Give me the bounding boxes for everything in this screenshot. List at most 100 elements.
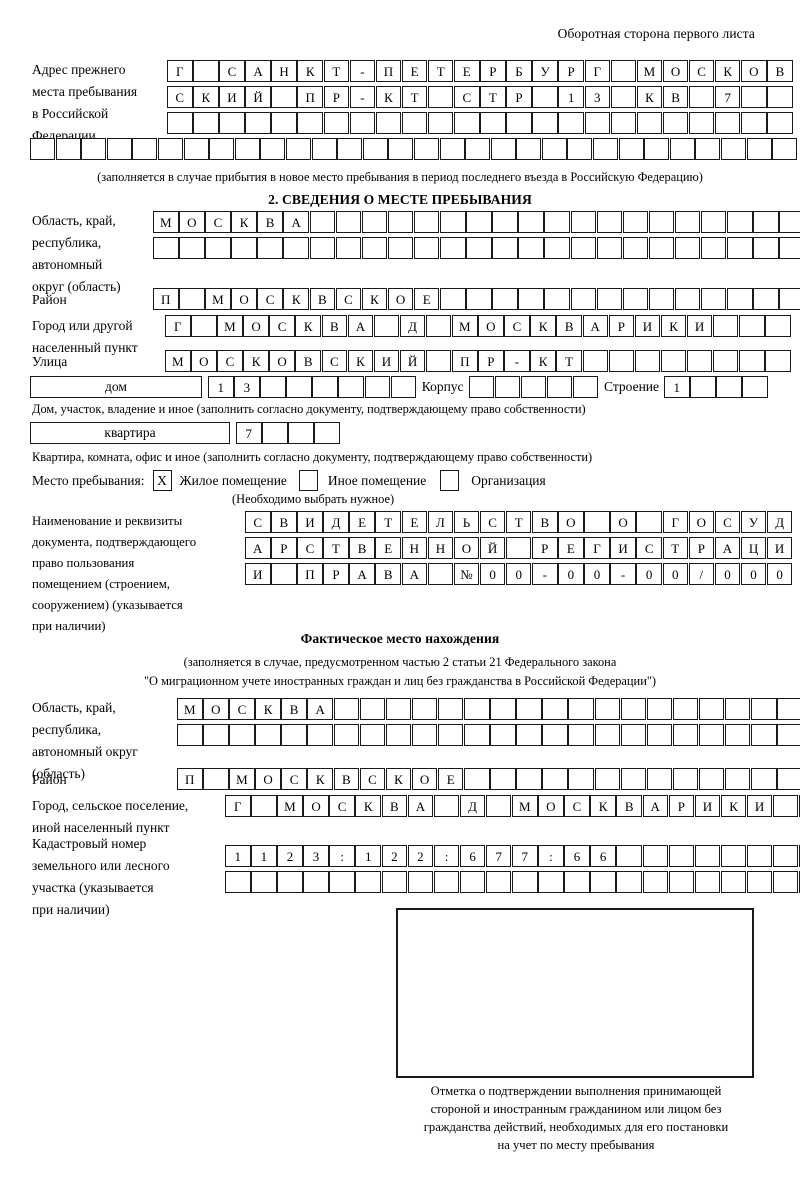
char-cell[interactable] (309, 237, 336, 259)
char-cell[interactable] (634, 350, 661, 372)
char-cell[interactable]: Р (532, 537, 558, 559)
char-cell[interactable] (516, 138, 542, 160)
char-cell[interactable] (245, 112, 271, 134)
char-cell[interactable]: Т (401, 86, 428, 108)
char-cell[interactable] (153, 237, 179, 259)
actual-region-row-2[interactable] (177, 724, 800, 746)
char-cell[interactable]: 1 (251, 845, 277, 867)
char-cell[interactable] (309, 211, 336, 233)
char-cell[interactable]: Е (454, 60, 480, 82)
char-cell[interactable]: И (766, 537, 793, 559)
char-cell[interactable] (746, 138, 772, 160)
char-cell[interactable] (620, 768, 647, 790)
char-cell[interactable]: Д (766, 511, 793, 533)
char-cell[interactable]: И (746, 795, 773, 817)
char-cell[interactable]: О (453, 537, 480, 559)
char-cell[interactable]: К (243, 350, 269, 372)
char-cell[interactable] (642, 871, 668, 893)
char-cell[interactable] (55, 138, 81, 160)
char-cell[interactable] (288, 422, 314, 444)
char-cell[interactable] (544, 211, 570, 233)
char-cell[interactable]: О (269, 350, 295, 372)
char-cell[interactable] (255, 724, 281, 746)
char-cell[interactable] (646, 698, 673, 720)
char-cell[interactable] (281, 724, 307, 746)
char-cell[interactable] (437, 724, 464, 746)
char-cell[interactable] (209, 138, 235, 160)
char-cell[interactable] (516, 698, 542, 720)
char-cell[interactable] (594, 768, 620, 790)
char-cell[interactable] (191, 315, 217, 337)
char-cell[interactable] (596, 288, 623, 310)
char-cell[interactable]: О (741, 60, 767, 82)
char-cell[interactable]: 1 (355, 845, 381, 867)
char-cell[interactable] (772, 795, 799, 817)
char-cell[interactable]: О (538, 795, 564, 817)
char-cell[interactable]: С (359, 768, 386, 790)
char-cell[interactable] (753, 288, 779, 310)
char-cell[interactable]: - (349, 86, 376, 108)
char-cell[interactable] (106, 138, 132, 160)
char-cell[interactable]: Р (480, 60, 506, 82)
char-cell[interactable] (490, 138, 516, 160)
char-cell[interactable] (622, 211, 649, 233)
char-cell[interactable]: Й (479, 537, 506, 559)
char-cell[interactable] (465, 138, 491, 160)
char-cell[interactable]: : (329, 845, 355, 867)
char-cell[interactable] (466, 211, 492, 233)
char-cell[interactable]: В (532, 511, 558, 533)
char-cell[interactable]: К (355, 795, 381, 817)
char-cell[interactable]: К (660, 315, 687, 337)
char-cell[interactable]: Л (427, 511, 454, 533)
char-cell[interactable] (648, 288, 675, 310)
char-cell[interactable] (311, 138, 337, 160)
char-cell[interactable] (492, 237, 518, 259)
char-cell[interactable] (542, 768, 568, 790)
char-cell[interactable]: Р (323, 86, 350, 108)
char-cell[interactable]: Е (349, 511, 375, 533)
char-cell[interactable] (694, 845, 721, 867)
char-cell[interactable] (338, 376, 364, 398)
char-cell[interactable] (777, 698, 800, 720)
char-cell[interactable] (271, 112, 297, 134)
char-cell[interactable]: А (283, 211, 309, 233)
char-cell[interactable] (700, 237, 727, 259)
char-cell[interactable]: Д (323, 511, 349, 533)
char-cell[interactable]: Т (480, 86, 506, 108)
char-cell[interactable] (490, 698, 516, 720)
char-cell[interactable]: Г (584, 60, 610, 82)
char-cell[interactable]: С (245, 511, 271, 533)
char-cell[interactable] (532, 112, 558, 134)
char-cell[interactable] (720, 845, 747, 867)
char-cell[interactable]: Г (167, 60, 193, 82)
char-cell[interactable] (698, 698, 725, 720)
char-cell[interactable]: М (217, 315, 243, 337)
char-cell[interactable]: К (347, 350, 374, 372)
char-cell[interactable]: С (636, 537, 662, 559)
char-cell[interactable] (520, 376, 547, 398)
char-cell[interactable] (425, 350, 452, 372)
char-cell[interactable]: У (532, 60, 558, 82)
char-cell[interactable]: П (297, 563, 323, 585)
char-cell[interactable] (433, 871, 460, 893)
char-cell[interactable] (568, 698, 594, 720)
char-cell[interactable] (746, 845, 773, 867)
char-cell[interactable]: О (179, 211, 205, 233)
char-cell[interactable] (464, 698, 490, 720)
char-cell[interactable] (642, 845, 668, 867)
stroenie-cells[interactable]: 1 (664, 376, 768, 398)
char-cell[interactable]: О (303, 795, 329, 817)
char-cell[interactable] (440, 237, 466, 259)
char-cell[interactable]: В (375, 563, 401, 585)
char-cell[interactable]: К (193, 86, 219, 108)
char-cell[interactable] (361, 237, 388, 259)
char-cell[interactable]: - (610, 563, 636, 585)
char-cell[interactable]: М (229, 768, 255, 790)
char-cell[interactable] (700, 211, 727, 233)
char-cell[interactable]: И (610, 537, 636, 559)
char-cell[interactable]: Т (556, 350, 582, 372)
checkbox-organization[interactable] (440, 470, 460, 491)
char-cell[interactable]: И (297, 511, 323, 533)
